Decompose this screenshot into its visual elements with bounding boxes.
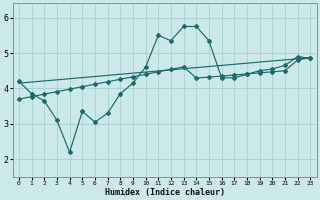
X-axis label: Humidex (Indice chaleur): Humidex (Indice chaleur) bbox=[105, 188, 225, 197]
